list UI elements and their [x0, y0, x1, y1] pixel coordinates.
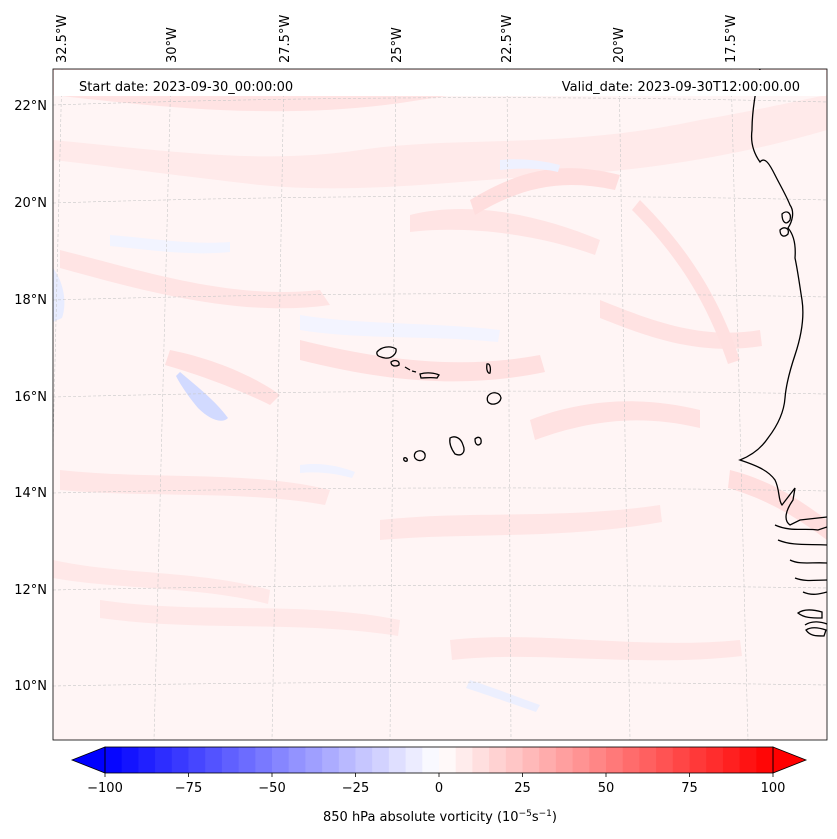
- colorbar-tick-label: −100: [87, 781, 123, 796]
- colorbar-step: [722, 747, 741, 773]
- colorbar-step: [205, 747, 223, 773]
- island-sao-vicente: [390, 359, 400, 367]
- colorbar-step: [405, 747, 423, 773]
- lon-label: 25°W: [390, 27, 405, 63]
- lon-label: 20°W: [612, 27, 627, 63]
- colorbar-step: [155, 747, 173, 773]
- colorbar-label-exp1: −5: [519, 809, 532, 819]
- latitude-labels: 22°N 20°N 18°N 16°N 14°N 12°N 10°N: [14, 99, 47, 694]
- island-maio: [474, 436, 482, 446]
- lat-label: 12°N: [14, 583, 47, 598]
- colorbar-tick-label: −50: [258, 781, 285, 796]
- colorbar-step: [639, 747, 657, 773]
- header-bar: [54, 70, 826, 96]
- colorbar-tick-label: −25: [342, 781, 369, 796]
- africa-coastline: [738, 69, 827, 526]
- colorbar-tick-label: 50: [598, 781, 615, 796]
- colorbar-step: [505, 747, 523, 773]
- lat-label: 16°N: [14, 390, 47, 405]
- colorbar-step: [606, 747, 624, 773]
- gridlines: [53, 69, 827, 740]
- colorbar-tick-label: 25: [514, 781, 531, 796]
- colorbar-step: [322, 747, 340, 773]
- map-panel: Start date: 2023-09-30_00:00:00 Valid_da…: [14, 15, 828, 741]
- colorbar-step: [622, 747, 640, 773]
- colorbar-ticks: −100 −75 −50 −25 0 25 50 75 100: [87, 773, 785, 796]
- colorbar-step: [105, 747, 123, 773]
- colorbar-step: [756, 747, 774, 773]
- colorbar-tick-label: 0: [435, 781, 443, 796]
- colorbar-step: [522, 747, 540, 773]
- colorbar-tick-label: 75: [681, 781, 698, 796]
- valid-date-label: Valid_date: 2023-09-30T12:00:00.00: [562, 80, 800, 95]
- colorbar-step: [305, 747, 323, 773]
- island-fogo: [413, 450, 426, 462]
- colorbar-extend-max: [772, 746, 808, 774]
- colorbar-step: [539, 747, 557, 773]
- colorbar: −100 −75 −50 −25 0 25 50 75 100 850 hPa absolute…: [70, 746, 808, 825]
- island-santiago: [449, 436, 465, 456]
- colorbar-step: [455, 747, 473, 773]
- island-brava: [403, 457, 408, 462]
- colorbar-label: 850 hPa absolute vorticity (10−5s−1): [323, 809, 557, 825]
- colorbar-step: [656, 747, 674, 773]
- colorbar-step: [572, 747, 590, 773]
- longitude-labels: 32.5°W 30°W 27.5°W 25°W 22.5°W 20°W 17.5…: [55, 15, 739, 63]
- lat-label: 14°N: [14, 486, 47, 501]
- colorbar-step: [589, 747, 607, 773]
- colorbar-step: [138, 747, 156, 773]
- colorbar-steps: [105, 747, 774, 773]
- colorbar-step: [255, 747, 273, 773]
- island-santo-antao: [376, 346, 397, 359]
- colorbar-step: [439, 747, 457, 773]
- colorbar-step: [489, 747, 507, 773]
- cape-verde-islands: [376, 346, 502, 462]
- island-sal: [486, 363, 492, 374]
- lat-label: 20°N: [14, 196, 47, 211]
- lon-label: 30°W: [165, 27, 180, 63]
- map-frame: [52, 68, 828, 741]
- colorbar-step: [672, 747, 690, 773]
- colorbar-tick-label: 100: [761, 781, 786, 796]
- lon-label: 32.5°W: [55, 15, 70, 63]
- start-date-label: Start date: 2023-09-30_00:00:00: [79, 80, 293, 95]
- island-sao-nicolau: [419, 372, 440, 379]
- colorbar-step: [472, 747, 490, 773]
- lat-label: 22°N: [14, 99, 47, 114]
- colorbar-step: [188, 747, 206, 773]
- colorbar-step: [555, 747, 574, 773]
- colorbar-extend-min: [70, 746, 106, 774]
- colorbar-step: [388, 747, 407, 773]
- colorbar-tick-label: −75: [175, 781, 202, 796]
- lon-label: 17.5°W: [724, 15, 739, 63]
- coastlines: [738, 69, 827, 637]
- colorbar-step: [221, 747, 240, 773]
- vorticity-patches: [53, 69, 827, 712]
- colorbar-step: [706, 747, 724, 773]
- colorbar-step: [121, 747, 139, 773]
- lon-label: 22.5°W: [500, 15, 515, 63]
- lat-label: 10°N: [14, 679, 47, 694]
- colorbar-step: [288, 747, 306, 773]
- island-boa-vista: [486, 392, 502, 405]
- colorbar-step: [272, 747, 290, 773]
- lat-label: 18°N: [14, 293, 47, 308]
- colorbar-label-exp2: −1: [539, 809, 552, 819]
- colorbar-step: [171, 747, 189, 773]
- colorbar-step: [372, 747, 390, 773]
- colorbar-step: [338, 747, 356, 773]
- colorbar-step: [689, 747, 707, 773]
- colorbar-step: [355, 747, 373, 773]
- lon-label: 27.5°W: [278, 15, 293, 63]
- colorbar-step: [238, 747, 256, 773]
- colorbar-step: [422, 747, 440, 773]
- colorbar-step: [739, 747, 757, 773]
